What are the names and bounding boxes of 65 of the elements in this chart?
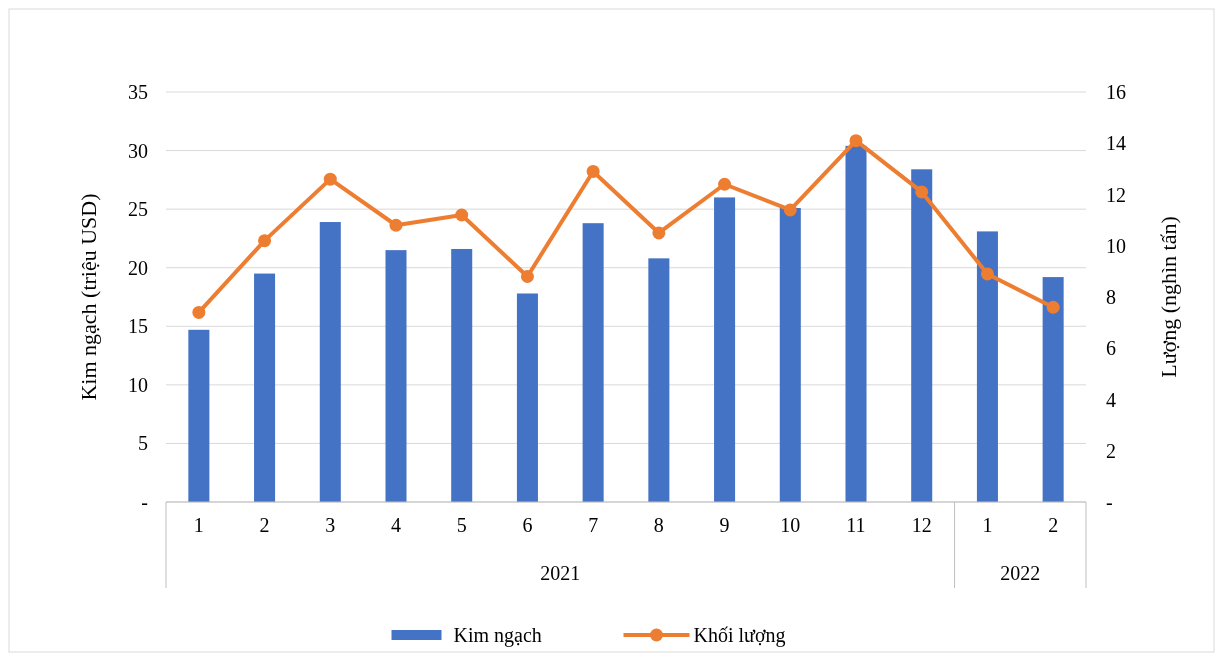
bar: [516, 293, 538, 502]
text: 2022: [1000, 562, 1041, 584]
bar: [648, 258, 670, 502]
bar: [188, 329, 210, 502]
bar: [976, 231, 998, 502]
y2-tick-label: 6: [1106, 337, 1116, 360]
y-tick-label: 20: [128, 256, 148, 279]
x-tick-label: 4: [391, 514, 401, 536]
point: [520, 270, 534, 283]
y2-tick-label: 14: [1106, 132, 1126, 155]
legend-label: Khối lượng: [693, 624, 786, 647]
point: [915, 185, 929, 199]
bar: [845, 145, 867, 502]
y-tick-label: 5: [138, 432, 148, 455]
x-tick-label: 9: [719, 514, 730, 536]
point: [586, 164, 600, 178]
y-tick-label: 15: [128, 315, 148, 338]
x-tick-label: 2: [1048, 514, 1059, 536]
point: [783, 203, 797, 217]
y2-tick-label: 4: [1106, 388, 1116, 411]
x-tick-label: 8: [653, 514, 664, 536]
bar: [582, 223, 604, 502]
bar: [911, 169, 933, 502]
y2-tick-label: 2: [1106, 439, 1116, 462]
y2-tick-label: 16: [1106, 81, 1126, 103]
x-tick-label: 1: [193, 514, 204, 536]
y-tick-label: 25: [128, 198, 148, 221]
point: [455, 208, 469, 222]
point: [389, 218, 403, 232]
x-tick-label: 6: [522, 514, 533, 536]
y-tick-label: 10: [128, 373, 148, 396]
y-axis-title: Kim ngạch (triệu USD): [76, 193, 101, 401]
y-tick-label: 30: [128, 139, 148, 162]
y2-tick-label: 12: [1106, 183, 1126, 206]
y2-tick-label: -: [1106, 491, 1113, 513]
x-tick-label: 3: [325, 514, 336, 536]
text: 2021: [540, 562, 581, 584]
bar: [714, 197, 736, 502]
y-tick-label: -: [141, 491, 148, 513]
bar: [779, 207, 801, 502]
x-tick-label: 2: [259, 514, 270, 536]
y2-tick-label: 10: [1106, 234, 1126, 257]
legend-label: Kim ngạch: [453, 624, 542, 647]
point: [1046, 300, 1060, 314]
x-tick-label: 11: [846, 514, 866, 536]
bar: [385, 250, 407, 502]
bar: [254, 273, 276, 502]
y2-tick-label: 8: [1106, 286, 1116, 308]
bar: [451, 248, 473, 502]
point: [258, 234, 272, 248]
point: [980, 267, 994, 281]
point: [652, 226, 666, 240]
point: [849, 134, 863, 148]
x-tick-label: 5: [456, 514, 467, 536]
y2-axis-title: Lượng (nghìn tấn): [1156, 216, 1181, 378]
x-tick-label: 7: [588, 514, 599, 536]
y-tick-label: 35: [128, 81, 148, 103]
bar: [1042, 277, 1064, 502]
point: [323, 172, 337, 186]
x-tick-label: 10: [780, 514, 801, 536]
point: [192, 305, 206, 319]
bar: [319, 222, 341, 502]
x-tick-label: 12: [911, 514, 932, 536]
x-tick-label: 1: [982, 514, 993, 536]
point: [718, 177, 732, 191]
